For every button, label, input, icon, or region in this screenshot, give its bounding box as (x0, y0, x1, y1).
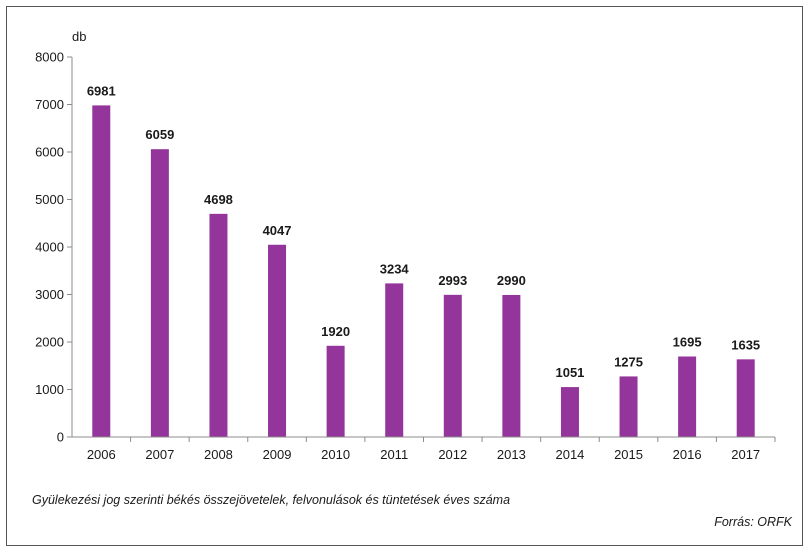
bar-2013 (502, 294, 521, 437)
x-tick-label-2009: 2009 (263, 447, 292, 462)
bar-value-label-2010: 1920 (321, 324, 350, 339)
x-tick-label-2012: 2012 (438, 447, 467, 462)
y-axis-ticks: 0 1000 2000 3000 4000 5000 6000 7000 8000 (35, 50, 72, 445)
bar-2011 (385, 283, 404, 437)
bar-2012 (443, 294, 462, 437)
y-axis-unit-label: db (72, 29, 86, 44)
bar-value-label-2006: 6981 (87, 83, 116, 98)
bar-value-label-2012: 2993 (438, 273, 467, 288)
bar-value-label-2013: 2990 (497, 273, 526, 288)
x-tick-label-2010: 2010 (321, 447, 350, 462)
bar-value-labels: 6981 6059 4698 4047 1920 3234 2993 2990 1051 1275… (87, 83, 760, 380)
bar-2008 (209, 213, 228, 437)
bar-2016 (678, 356, 697, 437)
y-tick-label: 3000 (35, 287, 64, 302)
bar-2007 (150, 149, 169, 437)
bar-value-label-2008: 4698 (204, 192, 233, 207)
x-tick-label-2007: 2007 (145, 447, 174, 462)
bar-2017 (736, 359, 755, 437)
source-note: Forrás: ORFK (714, 515, 792, 529)
bar-value-label-2011: 3234 (380, 261, 410, 276)
y-tick-label: 6000 (35, 145, 64, 160)
x-tick-label-2016: 2016 (673, 447, 702, 462)
x-tick-label-2011: 2011 (380, 447, 408, 462)
y-tick-label: 0 (57, 430, 64, 445)
bar-value-label-2007: 6059 (145, 127, 174, 142)
bar-value-label-2009: 4047 (263, 223, 292, 238)
bar-2009 (268, 244, 287, 437)
y-tick-label: 4000 (35, 240, 64, 255)
bar-value-label-2016: 1695 (673, 334, 702, 349)
bar-value-label-2015: 1275 (614, 354, 643, 369)
y-tick-label: 1000 (35, 382, 64, 397)
bar-value-label-2014: 1051 (555, 365, 584, 380)
x-axis-ticks: 2006 2007 2008 2009 2010 2011 2012 2013 2014 2015… (87, 437, 776, 462)
chart-caption: Gyülekezési jog szerinti békés összejöve… (32, 493, 511, 507)
x-tick-label-2006: 2006 (87, 447, 116, 462)
y-tick-label: 5000 (35, 192, 64, 207)
bar-2014 (560, 387, 579, 437)
x-tick-label-2015: 2015 (614, 447, 643, 462)
chart-frame (6, 6, 803, 546)
y-tick-label: 8000 (35, 50, 64, 65)
x-tick-label-2014: 2014 (555, 447, 584, 462)
bars (92, 105, 755, 437)
y-tick-label: 7000 (35, 97, 64, 112)
bar-2015 (619, 376, 638, 437)
bar-value-label-2017: 1635 (731, 337, 760, 352)
x-tick-label-2017: 2017 (731, 447, 760, 462)
x-tick-label-2008: 2008 (204, 447, 233, 462)
y-tick-label: 2000 (35, 335, 64, 350)
x-tick-label-2013: 2013 (497, 447, 526, 462)
bar-2010 (326, 345, 345, 437)
bar-2006 (92, 105, 111, 437)
